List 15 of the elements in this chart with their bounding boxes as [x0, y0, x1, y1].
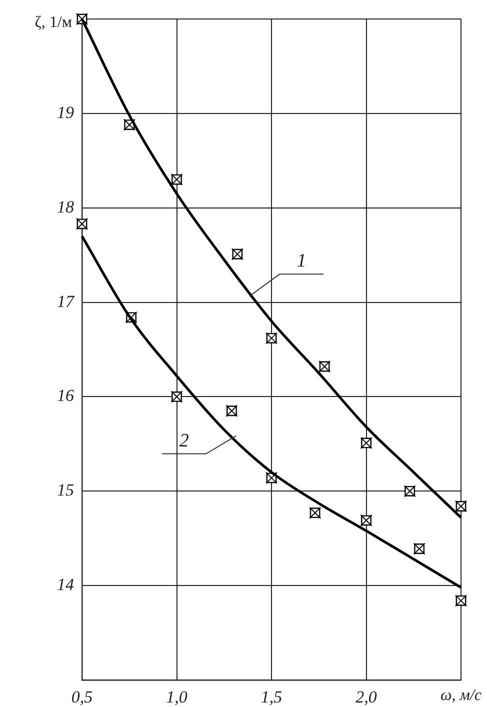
y-tick-label: 19 [57, 102, 74, 122]
x-tick-label: 2,0 [356, 688, 378, 707]
y-axis-title: ζ, 1/м [34, 14, 72, 32]
y-tick-label: 17 [57, 292, 76, 311]
x-tick-label: 1,5 [260, 688, 282, 707]
y-tick-label: 18 [57, 197, 74, 216]
text: 1 [296, 250, 306, 272]
line-series [80, 234, 462, 589]
x-tick-label: 0,5 [71, 688, 93, 707]
x-tick-label: 1,0 [166, 688, 188, 707]
y-tick-label: 15 [57, 480, 74, 500]
y-tick-label: 16 [57, 386, 74, 406]
x-axis-title: ω, м/с [440, 687, 482, 704]
y-tick-label: 14 [57, 575, 74, 594]
series-label: 2 [179, 430, 190, 452]
